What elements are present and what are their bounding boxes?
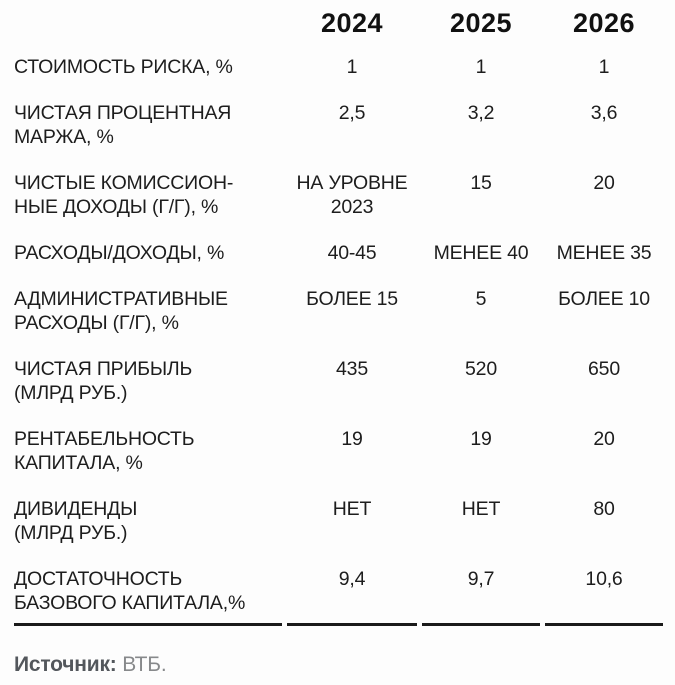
cell-value: НА УРОВНЕ 2023 [296,172,408,218]
table-row: ДИВИДЕНДЫ (МЛРД РУБ.) НЕТ НЕТ 80 [14,486,663,556]
cell-value: 19 [341,428,363,450]
row-label-core-capital-adequacy: ДОСТАТОЧНОСТЬ БАЗОВОГО КАПИТАЛА,% [14,556,282,626]
cell-value: 9,4 [287,556,417,626]
row-label-cost-of-risk: СТОИМОСТЬ РИСКА, % [14,56,233,78]
table-row: РАСХОДЫ/ДОХОДЫ, % 40-45 МЕНЕЕ 40 МЕНЕЕ 3… [14,230,663,276]
row-label-admin-expenses: АДМИНИСТРАТИВНЫЕ РАСХОДЫ (Г/Г), % [14,288,228,334]
cell-value: 3,2 [467,102,495,124]
cell-value: БОЛЕЕ 15 [306,288,398,310]
row-label-return-on-equity: РЕНТАБЕЛЬНОСТЬ КАПИТАЛА, % [14,428,195,474]
table-corner-cell [14,4,282,44]
cell-value: НЕТ [332,498,372,520]
cell-value: 9,7 [422,556,540,626]
row-label-net-profit: ЧИСТАЯ ПРИБЫЛЬ (МЛРД РУБ.) [14,358,193,404]
row-label-net-fee-income: ЧИСТЫЕ КОМИССИОН- НЫЕ ДОХОДЫ (Г/Г), % [14,172,234,218]
forecast-table: 2024 2025 2026 СТОИМОСТЬ РИСКА, % 1 1 1 … [9,4,668,626]
row-label-dividends: ДИВИДЕНДЫ (МЛРД РУБ.) [14,498,138,544]
column-header-2026: 2026 [572,8,636,38]
cell-value: МЕНЕЕ 35 [556,242,652,264]
source-note-label: Источник: [14,653,117,676]
table-row: ДОСТАТОЧНОСТЬ БАЗОВОГО КАПИТАЛА,% 9,4 9,… [14,556,663,626]
source-note: Источник: ВТБ. [14,652,668,678]
table-row: ЧИСТЫЕ КОМИССИОН- НЫЕ ДОХОДЫ (Г/Г), % НА… [14,160,663,230]
column-header-2025: 2025 [449,8,513,38]
cell-value: НЕТ [461,498,501,520]
cell-value: 3,6 [590,102,618,124]
table-row: СТОИМОСТЬ РИСКА, % 1 1 1 [14,44,663,90]
row-label-net-interest-margin: ЧИСТАЯ ПРОЦЕНТНАЯ МАРЖА, % [14,102,232,148]
table-row: АДМИНИСТРАТИВНЫЕ РАСХОДЫ (Г/Г), % БОЛЕЕ … [14,276,663,346]
cell-value: 5 [475,288,487,310]
table-header-row: 2024 2025 2026 [14,4,663,44]
cell-value: 20 [593,172,615,194]
cell-value: 40-45 [327,242,377,264]
table-row: ЧИСТАЯ ПРОЦЕНТНАЯ МАРЖА, % 2,5 3,2 3,6 [14,90,663,160]
cell-value: МЕНЕЕ 40 [433,242,529,264]
table-row: ЧИСТАЯ ПРИБЫЛЬ (МЛРД РУБ.) 435 520 650 [14,346,663,416]
column-header-2024: 2024 [320,8,384,38]
cell-value: 1 [346,56,358,78]
cell-value: 2,5 [338,102,366,124]
table-row: РЕНТАБЕЛЬНОСТЬ КАПИТАЛА, % 19 19 20 [14,416,663,486]
source-note-value: ВТБ. [122,653,167,676]
cell-value: 1 [475,56,487,78]
cell-value: 435 [336,358,368,380]
cell-value: 15 [470,172,492,194]
cell-value: 80 [593,498,615,520]
cell-value: БОЛЕЕ 10 [558,288,650,310]
cell-value: 10,6 [545,556,663,626]
cell-value: 520 [465,358,497,380]
row-label-cost-income: РАСХОДЫ/ДОХОДЫ, % [14,242,225,264]
cell-value: 19 [470,428,492,450]
cell-value: 1 [598,56,610,78]
cell-value: 20 [593,428,615,450]
cell-value: 650 [588,358,620,380]
